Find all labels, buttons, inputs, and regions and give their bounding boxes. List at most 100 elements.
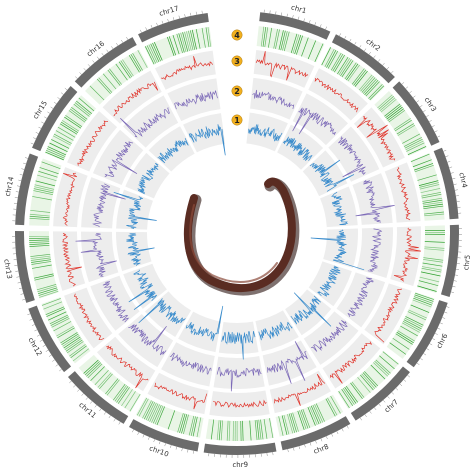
ideogram-tick — [419, 105, 423, 108]
ideogram-tick — [453, 183, 457, 185]
density-stripe — [181, 414, 188, 434]
ideogram-tick — [41, 121, 45, 124]
track2-line-chr5 — [367, 228, 383, 272]
chromosome-label: chr15 — [32, 99, 49, 120]
density-stripe — [275, 29, 280, 50]
track3-line-chr6 — [374, 288, 402, 343]
density-stripe — [29, 213, 50, 217]
density-stripe — [51, 139, 70, 149]
density-stripe — [406, 142, 425, 152]
density-stripe — [362, 372, 377, 388]
density-stripe — [302, 408, 311, 428]
density-stripe — [97, 372, 112, 388]
ideogram-tick — [132, 429, 134, 433]
ideogram-tick — [293, 447, 295, 451]
density-stripe — [388, 109, 406, 123]
density-stripe — [407, 146, 427, 156]
track-badge-1: 1 — [231, 114, 243, 126]
density-stripe — [53, 133, 72, 144]
density-stripe — [86, 362, 102, 377]
ideogram-tick — [314, 22, 317, 26]
density-stripe — [116, 386, 129, 403]
density-stripe — [216, 420, 220, 441]
density-stripe — [423, 203, 444, 208]
ideogram-tick — [126, 36, 129, 40]
track3-line-chr12 — [73, 293, 105, 341]
density-stripe — [71, 106, 88, 120]
track1-line-chr3 — [309, 159, 355, 192]
gene-density-track — [29, 26, 446, 442]
ideogram-tick — [364, 414, 367, 418]
ideogram-tick — [167, 18, 169, 22]
ideogram-tick — [190, 12, 192, 16]
density-stripe — [102, 73, 117, 90]
density-stripe — [192, 416, 198, 437]
ideogram-tick — [137, 432, 140, 435]
density-stripe — [45, 306, 65, 316]
density-stripe — [413, 296, 433, 304]
ideogram-tick — [52, 359, 55, 362]
density-stripe — [132, 52, 143, 71]
density-stripe — [41, 161, 61, 169]
density-stripe — [351, 68, 365, 85]
track2-line-chr3 — [338, 136, 367, 178]
ideogram-tick — [412, 95, 416, 98]
ideogram-tick — [64, 87, 68, 91]
ideogram-tick — [439, 322, 443, 325]
track1-line-chr8 — [258, 321, 293, 341]
ideogram-tick — [101, 53, 104, 56]
density-stripe — [205, 27, 210, 48]
track3-line-chr15 — [77, 120, 109, 166]
ideogram-tick — [90, 401, 93, 404]
density-stripe — [341, 388, 354, 406]
density-stripe — [361, 373, 376, 389]
density-stripe — [186, 31, 192, 51]
density-stripe — [144, 46, 155, 65]
ideogram-tick — [175, 446, 178, 450]
density-stripe — [37, 285, 57, 293]
ideogram-tick — [326, 436, 328, 440]
density-stripe — [96, 78, 111, 95]
ideogram-tick — [287, 449, 289, 453]
ideogram-tick — [297, 16, 300, 20]
track1-line-chr7 — [290, 292, 332, 327]
density-stripe — [368, 84, 383, 99]
ideogram-tick — [422, 110, 426, 113]
density-stripe — [264, 27, 269, 48]
ideogram-tick — [442, 317, 446, 319]
density-stripe — [386, 106, 403, 120]
density-stripe — [345, 385, 359, 403]
track2-line-chr2 — [292, 107, 337, 136]
density-stripe — [76, 100, 92, 114]
density-stripe — [121, 389, 133, 407]
ideogram-tick — [15, 270, 19, 272]
density-stripe — [387, 108, 404, 121]
density-stripe — [281, 415, 288, 435]
ideogram-tick — [140, 29, 142, 33]
track2-line-chr4 — [355, 180, 395, 223]
track3-line-chr2 — [314, 77, 359, 113]
density-stripe — [130, 53, 142, 72]
density-stripe — [151, 404, 160, 423]
ideogram-tick — [153, 439, 156, 443]
earthworm-icon — [183, 177, 300, 296]
density-stripe — [410, 153, 430, 163]
chromosome-label: chr1 — [290, 3, 307, 15]
density-stripe — [312, 404, 322, 424]
density-stripe — [362, 78, 377, 94]
track1-line-chr15 — [137, 162, 159, 195]
density-stripe — [35, 180, 56, 187]
track-band-t3 — [253, 50, 315, 88]
density-stripe — [403, 137, 422, 147]
density-stripe — [283, 414, 290, 435]
ideogram-tick — [432, 338, 436, 341]
density-stripe — [408, 309, 427, 319]
ideogram-tick — [315, 440, 317, 444]
density-stripe — [414, 163, 434, 171]
ideogram-tick — [325, 26, 327, 30]
density-stripe — [34, 184, 55, 190]
ideogram-tick — [50, 106, 54, 109]
ideogram-tick — [354, 41, 357, 45]
density-stripe — [37, 287, 58, 294]
density-stripe — [64, 116, 82, 129]
